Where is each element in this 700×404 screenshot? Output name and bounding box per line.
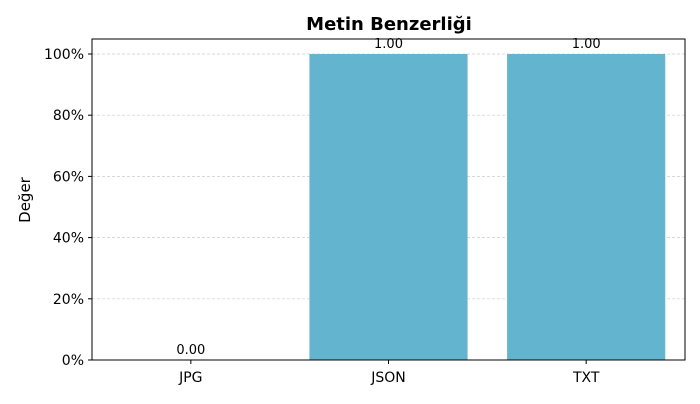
x-tick-label: TXT xyxy=(572,370,600,386)
plot-frame xyxy=(91,38,686,361)
bars xyxy=(309,54,666,360)
bar-value-label: 1.00 xyxy=(572,37,601,52)
y-tick-label: 40% xyxy=(53,231,84,247)
y-tick-label: 20% xyxy=(53,292,84,308)
x-tick-label: JPG xyxy=(178,370,202,386)
y-tick-label: 0% xyxy=(62,353,84,369)
bar-txt xyxy=(507,54,666,360)
chart-title: Metin Benzerliği xyxy=(306,14,472,35)
bar-value-label: 0.00 xyxy=(176,343,205,358)
bar-value-labels: 0.00 1.00 1.00 xyxy=(176,37,600,358)
y-tick-label: 60% xyxy=(53,169,84,185)
y-axis-label: Değer xyxy=(16,176,34,223)
y-tick-label: 80% xyxy=(53,108,84,124)
y-tick-label: 100% xyxy=(44,47,84,63)
bar-value-label: 1.00 xyxy=(374,37,403,52)
x-axis-ticks: JPG JSON TXT xyxy=(178,360,600,386)
bar-json xyxy=(309,54,468,360)
y-axis-ticks: 0% 20% 40% 60% 80% 100% xyxy=(44,47,92,369)
x-tick-label: JSON xyxy=(370,370,406,386)
